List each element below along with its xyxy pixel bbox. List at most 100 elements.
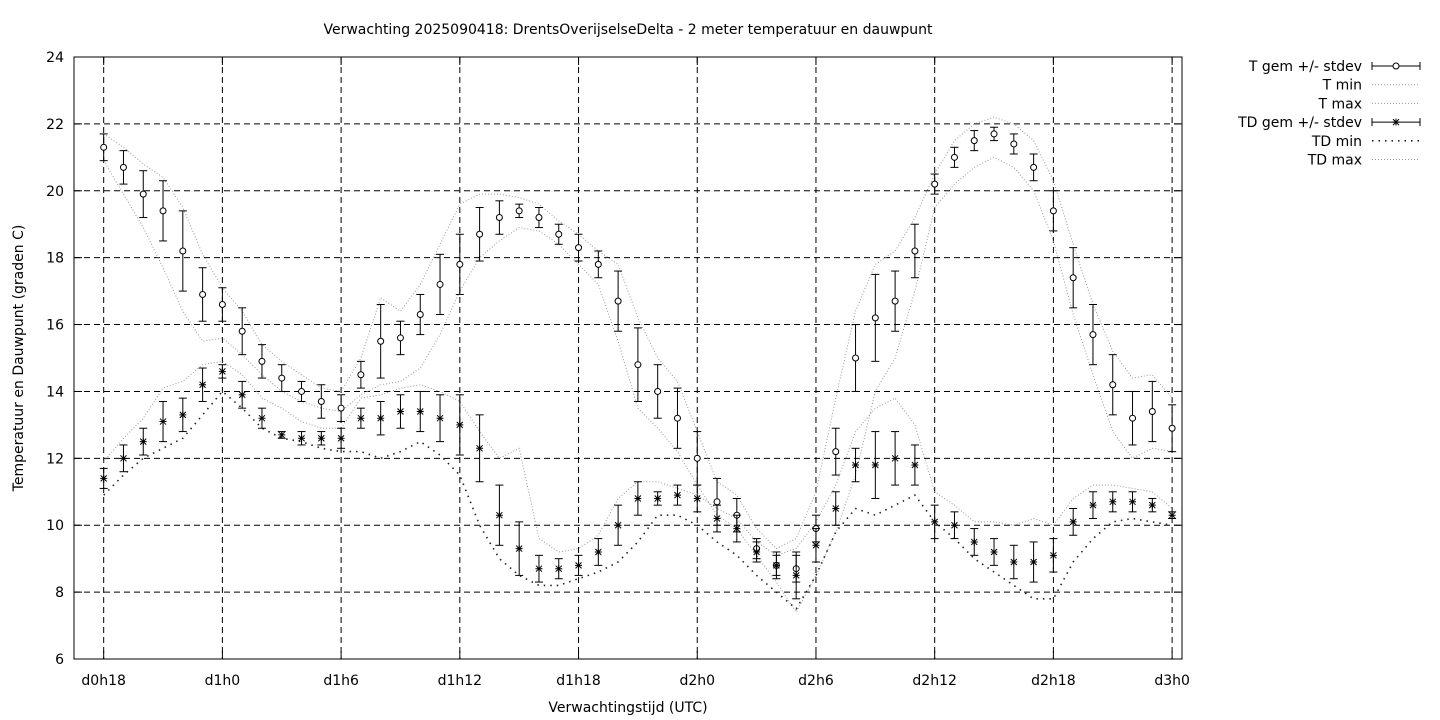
td-mean-point	[554, 558, 563, 580]
td-mean-point	[455, 394, 464, 456]
t-mean-point	[257, 344, 266, 379]
t-mean-point	[436, 253, 445, 316]
t-mean-point	[910, 223, 919, 279]
mean-error-bars	[99, 126, 1177, 600]
td-mean-point	[970, 528, 979, 556]
x-axis-label: Verwachtingstijd (UTC)	[548, 700, 707, 716]
y-tick-label: 6	[55, 652, 64, 668]
y-tick-label: 22	[46, 117, 64, 133]
t-mean-point	[831, 427, 840, 476]
t-mean-point	[1088, 303, 1097, 366]
td-mean-point	[376, 400, 385, 436]
td-mean-point	[99, 467, 108, 489]
td-mean-point	[515, 521, 524, 576]
legend-entry: TD min	[1311, 134, 1420, 150]
t-mean-point	[475, 207, 484, 262]
legend-label: T max	[1317, 96, 1362, 112]
t-mean-point	[614, 270, 623, 332]
t-mean-point	[970, 130, 979, 152]
td-mean-point	[436, 394, 445, 443]
td-mean-point	[1128, 491, 1137, 513]
td-mean-point	[950, 511, 959, 540]
td-mean-point	[713, 504, 722, 533]
td-mean-point	[238, 380, 247, 409]
t-mean-point	[693, 431, 702, 486]
t-mean-point	[277, 364, 286, 392]
td-mean-point	[574, 554, 583, 576]
td-mean-point	[119, 444, 128, 473]
td-mean-point	[257, 407, 266, 429]
t-mean-point	[396, 320, 405, 356]
legend-label: TD min	[1311, 134, 1362, 150]
td-mean-point	[732, 514, 741, 543]
y-tick-label: 20	[46, 184, 64, 200]
x-tick-label: d1h18	[556, 673, 600, 689]
td-mean-point	[356, 407, 365, 429]
td-mean-point	[871, 431, 880, 499]
t-mean-point	[653, 364, 662, 419]
t-mean-point	[1108, 354, 1117, 416]
legend-entry: T gem +/- stdev	[1248, 59, 1421, 75]
t-mean-point	[317, 384, 326, 419]
y-tick-label: 16	[46, 318, 64, 334]
td-min-line	[103, 390, 1173, 611]
td-mean-series	[99, 364, 1177, 600]
td-mean-point	[159, 400, 168, 443]
x-tick-label: d1h0	[205, 673, 241, 689]
y-tick-label: 14	[46, 384, 64, 400]
y-tick-label: 10	[46, 518, 64, 534]
td-mean-point	[534, 554, 543, 583]
x-tick-label: d2h12	[912, 673, 956, 689]
td-mean-point	[792, 551, 801, 600]
td-mean-point	[693, 484, 702, 513]
td-mean-point	[891, 431, 900, 486]
y-axis-label: Temperatuur en Dauwpunt (graden C)	[11, 225, 27, 493]
td-mean-point	[139, 427, 148, 456]
td-mean-point	[851, 447, 860, 483]
t-mean-point	[416, 293, 425, 336]
t-mean-point	[950, 146, 959, 168]
chart-title: Verwachting 2025090418: DrentsOverijsels…	[323, 22, 933, 38]
td-mean-point	[772, 554, 781, 576]
td-mean-point	[396, 394, 405, 429]
t-mean-point	[515, 203, 524, 219]
td-mean-point	[495, 484, 504, 546]
t-mean-point	[574, 233, 583, 262]
t-mean-point	[1168, 404, 1177, 453]
x-axis-ticks: d0h18 d1h0 d1h6 d1h12 d1h18 d2h0 d2h6 d2h12 d2h1…	[81, 57, 1190, 689]
td-mean-point	[673, 484, 682, 506]
t-mean-point	[990, 126, 999, 142]
y-axis-ticks: 6 8 10 12 14 16 18 20 22 24	[46, 50, 1182, 668]
x-tick-label: d2h18	[1031, 673, 1075, 689]
legend-entry: TD max	[1307, 153, 1420, 169]
td-mean-point	[337, 427, 346, 449]
t-mean-point	[633, 327, 642, 402]
td-mean-point	[277, 431, 286, 439]
td-mean-point	[633, 481, 642, 516]
legend-label: T min	[1322, 78, 1362, 94]
td-mean-point	[653, 491, 662, 506]
t-mean-point	[554, 223, 563, 245]
t-mean-point	[930, 173, 939, 195]
legend-label: T gem +/- stdev	[1248, 59, 1362, 75]
y-tick-label: 12	[46, 451, 64, 467]
x-tick-label: d2h6	[798, 673, 834, 689]
x-tick-label: d0h18	[81, 673, 125, 689]
td-mean-point	[178, 397, 187, 433]
t-mean-point	[356, 360, 365, 389]
td-mean-point	[416, 390, 425, 433]
t-mean-point	[1069, 247, 1078, 309]
legend-entry: T max	[1317, 96, 1420, 112]
td-mean-point	[1168, 511, 1177, 520]
legend-label: TD gem +/- stdev	[1237, 115, 1362, 131]
grid-lines	[74, 57, 1182, 659]
td-mean-point	[1029, 541, 1038, 583]
td-mean-point	[811, 528, 820, 563]
y-tick-label: 18	[46, 251, 64, 267]
td-mean-point	[614, 504, 623, 546]
td-mean-point	[930, 504, 939, 540]
t-mean-point	[594, 250, 603, 279]
td-mean-point	[1088, 491, 1097, 520]
t-mean-point	[238, 307, 247, 356]
